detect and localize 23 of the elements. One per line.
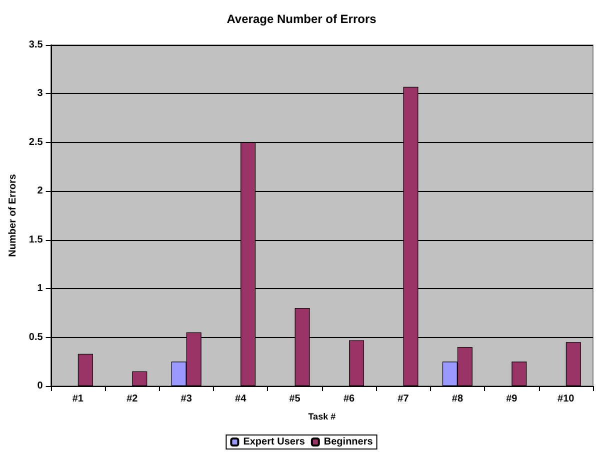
x-tick-label: #9 [506,394,518,404]
y-tick-label: 3.5 [28,40,44,50]
y-axis-title: Number of Errors [8,174,18,257]
y-tick-label: 0 [37,380,44,392]
x-tick-label: #5 [289,394,301,404]
y-tick-label: 2 [37,186,44,197]
legend-label: Beginners [324,436,374,448]
y-tick-label: 0.5 [28,332,44,343]
x-tick-label: #1 [72,394,84,404]
y-tick-label: 2.5 [28,136,44,148]
x-tick-label: #10 [558,394,575,404]
legend-label: Expert Users [243,436,306,448]
y-tick-label: 3 [37,88,44,100]
y-tick-label: 1 [37,283,44,294]
y-tick-label: 1.5 [28,234,44,246]
x-tick-label: #6 [343,394,356,404]
x-tick-label: #2 [126,394,138,404]
x-tick-label: #3 [180,394,192,404]
chart-title: Average Number of Errors [226,12,377,26]
x-tick-label: #4 [235,394,247,404]
x-tick-label: #8 [452,394,464,404]
x-axis-title: Task # [308,412,336,422]
x-tick-label: #7 [398,394,410,404]
